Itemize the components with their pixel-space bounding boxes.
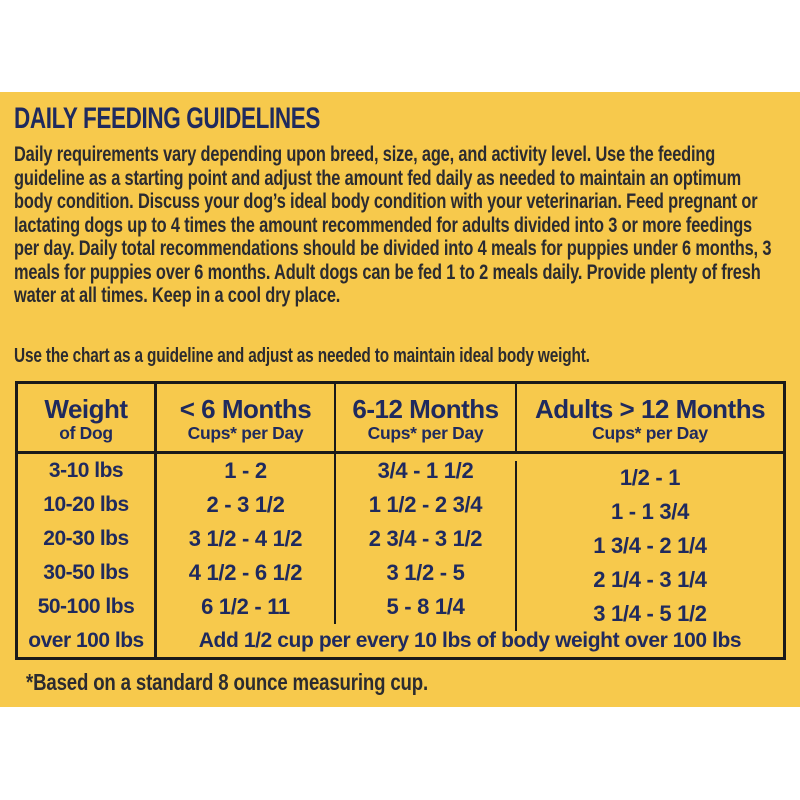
table-row-under6-value: 4 1/2 - 6 1/2 xyxy=(154,556,334,590)
feeding-table: Weight of Dog < 6 Months Cups* per Day 6… xyxy=(15,381,786,660)
col-header-weight-subtitle: of Dog xyxy=(59,423,113,443)
yellow-panel: DAILY FEEDING GUIDELINES Daily requireme… xyxy=(0,92,800,707)
intro-paragraph: Daily requirements vary depending upon b… xyxy=(14,143,772,307)
table-row-adult-value: 1/2 - 1 xyxy=(515,461,783,495)
table-row-weight: 3-10 lbs xyxy=(48,459,124,482)
table-row-under6-value: 1 - 2 xyxy=(154,454,334,488)
col-header-adults-subtitle: Cups* per Day xyxy=(592,423,708,443)
table-row-weight: 50-100 lbs xyxy=(37,595,135,618)
col-header-adults: Adults > 12 Months Cups* per Day xyxy=(515,384,783,454)
table-row-weight-over-100: over 100 lbs xyxy=(28,628,144,652)
col-header-6-12-months: 6-12 Months Cups* per Day xyxy=(334,384,515,454)
table-row-adult-value: 2 1/4 - 3 1/4 xyxy=(515,563,783,597)
table-row-6to12-value: 5 - 8 1/4 xyxy=(334,590,515,624)
table-row-weight: 20-30 lbs xyxy=(43,527,129,550)
table-row-weight: 30-50 lbs xyxy=(43,561,129,584)
page-title: DAILY FEEDING GUIDELINES xyxy=(14,102,321,135)
table-row-under6-value: 6 1/2 - 11 xyxy=(154,590,334,624)
col-header-under-6-months-subtitle: Cups* per Day xyxy=(187,423,304,443)
col-header-6-12-months-subtitle: Cups* per Day xyxy=(367,423,484,443)
table-row-6to12-value: 1 1/2 - 2 3/4 xyxy=(334,488,515,522)
chart-usage-note: Use the chart as a guideline and adjust … xyxy=(14,344,590,367)
table-row-6to12-value: 2 3/4 - 3 1/2 xyxy=(334,522,515,556)
table-row-adult-value: 1 3/4 - 2 1/4 xyxy=(515,529,783,563)
table-row-adult-value: 1 - 1 3/4 xyxy=(515,495,783,529)
table-row-under6-value: 3 1/2 - 4 1/2 xyxy=(154,522,334,556)
table-row-6to12-value: 3 1/2 - 5 xyxy=(334,556,515,590)
table-row-under6-value: 2 - 3 1/2 xyxy=(154,488,334,522)
col-header-6-12-months-title: 6-12 Months xyxy=(352,394,499,424)
measuring-cup-footnote: *Based on a standard 8 ounce measuring c… xyxy=(26,669,428,695)
table-row-adult-value: 3 1/4 - 5 1/2 xyxy=(515,597,783,631)
col-header-adults-title: Adults > 12 Months xyxy=(534,394,766,424)
table-row-6to12-value: 3/4 - 1 1/2 xyxy=(334,454,515,488)
col-header-under-6-months: < 6 Months Cups* per Day xyxy=(154,384,334,454)
table-row-weight: 10-20 lbs xyxy=(43,493,129,516)
col-header-weight-title: Weight xyxy=(44,394,128,424)
col-header-weight: Weight of Dog xyxy=(18,384,154,454)
col-header-under-6-months-title: < 6 Months xyxy=(179,394,312,424)
table-over-100-note: Add 1/2 cup per every 10 lbs of body wei… xyxy=(154,624,783,657)
